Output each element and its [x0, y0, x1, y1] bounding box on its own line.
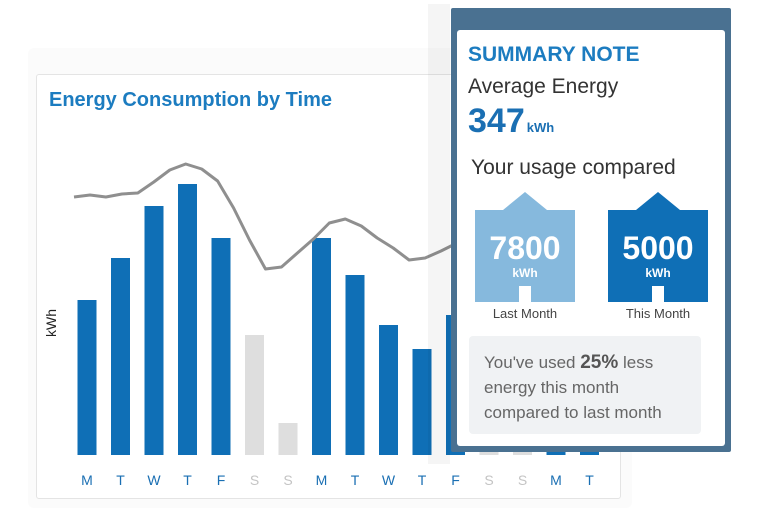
last-month-caption: Last Month [492, 306, 558, 321]
this-month-unit: kWh [645, 266, 671, 280]
this-month-house: 5000 kWh [608, 190, 708, 302]
average-energy-value: 347 kWh [468, 102, 554, 141]
x-tick-label: T [585, 472, 594, 488]
x-tick-label: M [550, 472, 562, 488]
chart-bar [379, 325, 398, 455]
chart-title: Energy Consumption by Time [49, 89, 332, 111]
usage-compared-label: Your usage compared [471, 156, 676, 179]
chart-bar [111, 258, 130, 455]
x-tick-label: M [316, 472, 328, 488]
usage-note-percent: 25% [580, 352, 619, 373]
last-month-unit: kWh [512, 266, 538, 280]
panel-shadow [428, 4, 450, 464]
house-icon [608, 192, 708, 302]
chart-bar [345, 275, 365, 455]
last-month-house: 7800 kWh [475, 190, 575, 302]
chart-bar [312, 238, 331, 455]
this-month-value: 5000 [622, 230, 694, 266]
x-tick-label: F [451, 472, 460, 488]
x-tick-label: S [250, 472, 259, 488]
chart-bar [144, 206, 164, 455]
chart-bar [77, 300, 97, 455]
usage-note-suffix: less energy this month compared to last … [484, 353, 662, 422]
last-month-value: 7800 [489, 230, 561, 266]
average-energy-unit: kWh [526, 120, 555, 135]
this-month-caption: This Month [625, 306, 691, 321]
chart-bar [245, 335, 264, 455]
usage-note-prefix: You've used [484, 353, 581, 372]
x-tick-label: T [418, 472, 427, 488]
chart-bar [412, 349, 432, 455]
usage-note: You've used 25% less energy this month c… [469, 336, 701, 434]
summary-title: SUMMARY NOTE [468, 43, 640, 66]
average-energy-number: 347 [468, 102, 525, 140]
x-tick-label: T [351, 472, 360, 488]
x-tick-label: S [518, 472, 527, 488]
x-tick-label: W [147, 472, 161, 488]
summary-panel: SUMMARY NOTE Average Energy 347 kWh Your … [457, 30, 725, 446]
x-tick-label: T [183, 472, 192, 488]
chart-bar [211, 238, 231, 455]
chart-bar [178, 184, 197, 455]
x-tick-label: F [217, 472, 226, 488]
house-icon [475, 192, 575, 302]
average-energy-label: Average Energy [468, 75, 619, 98]
x-tick-label: T [116, 472, 125, 488]
x-tick-label: W [382, 472, 396, 488]
x-tick-label: M [81, 472, 93, 488]
chart-bar [278, 423, 298, 455]
x-tick-label: S [484, 472, 493, 488]
x-tick-label: S [283, 472, 292, 488]
trend-line [73, 162, 458, 271]
